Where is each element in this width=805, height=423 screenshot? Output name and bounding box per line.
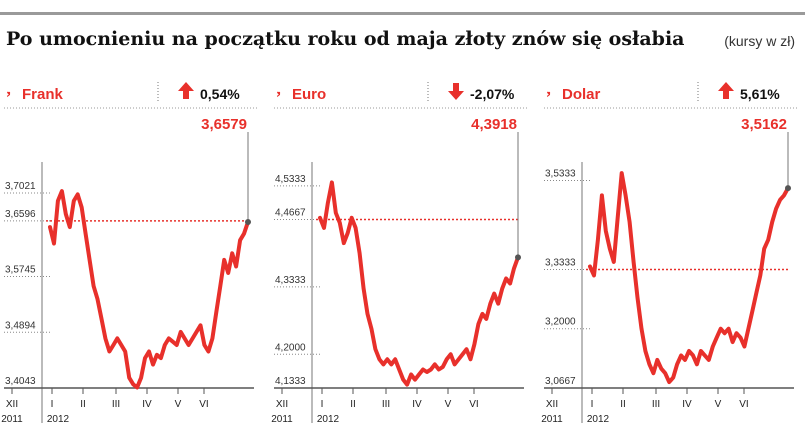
last-value-label: 3,6579 xyxy=(201,116,247,133)
x-tick-label: VI xyxy=(199,399,208,410)
series-line xyxy=(588,171,790,385)
x-tick-label: IV xyxy=(412,399,422,410)
x-tick-label: IV xyxy=(142,399,152,410)
y-tick-label: 3,4894 xyxy=(5,320,36,331)
y-tick-label: 3,4043 xyxy=(5,376,36,387)
chevron-right-icon: › xyxy=(6,87,11,101)
last-value-label: 4,3918 xyxy=(471,116,517,133)
last-value-label: 3,5162 xyxy=(741,116,787,133)
y-tick-label: 3,7021 xyxy=(5,181,36,192)
last-point xyxy=(785,185,791,192)
change-percent: 0,54% xyxy=(200,86,240,102)
x-tick-label: II xyxy=(350,399,356,410)
chevron-right-icon: › xyxy=(276,87,281,101)
chart-panel-frank: › Frank 0,54% 3,6579 3,4043 3,4894 3,5745 3,659… xyxy=(0,72,265,423)
x-tick-label: V xyxy=(445,399,452,410)
y-tick-label: 4,1333 xyxy=(275,376,306,387)
year-label: 2012 xyxy=(317,414,340,423)
x-tick-label: V xyxy=(175,399,182,410)
top-divider xyxy=(0,12,805,15)
chart-dolar: › Dolar 5,61% 3,5162 3,0667 3,2000 3,3333 3,533… xyxy=(541,82,798,423)
y-tick-label: 3,0667 xyxy=(545,376,576,387)
y-tick-label: 3,6596 xyxy=(5,209,36,220)
arrow-up-icon xyxy=(178,82,194,99)
y-tick-label: 3,5745 xyxy=(5,265,36,276)
chart-euro: › Euro -2,07% 4,3918 4,1333 4,2000 4,3333 4,466… xyxy=(271,82,528,423)
year-label: 2011 xyxy=(1,414,23,423)
x-tick-label: VI xyxy=(739,399,748,410)
x-tick-label: II xyxy=(80,399,86,410)
x-tick-label: III xyxy=(382,399,390,410)
y-tick-label: 4,5333 xyxy=(275,174,306,185)
last-point xyxy=(515,254,521,261)
x-tick-label: II xyxy=(620,399,626,410)
change-percent: -2,07% xyxy=(470,86,515,102)
last-point xyxy=(245,218,251,225)
year-label: 2012 xyxy=(587,414,610,423)
series-line xyxy=(48,189,250,390)
y-tick-label: 3,5333 xyxy=(545,169,576,180)
x-tick-label: XII xyxy=(546,399,558,410)
chart-panel-dolar: › Dolar 5,61% 3,5162 3,0667 3,2000 3,3333 3,533… xyxy=(540,72,805,423)
y-tick-label: 3,3333 xyxy=(545,257,576,268)
x-tick-label: III xyxy=(112,399,120,410)
series-name: Dolar xyxy=(562,86,601,103)
x-tick-label: XII xyxy=(6,399,18,410)
y-tick-label: 4,2000 xyxy=(275,342,306,353)
year-label: 2011 xyxy=(271,414,293,423)
x-tick-label: IV xyxy=(682,399,692,410)
x-tick-label: I xyxy=(51,399,54,410)
year-label: 2011 xyxy=(541,414,563,423)
change-percent: 5,61% xyxy=(740,86,780,102)
arrow-down-icon xyxy=(448,83,464,100)
series-name: Frank xyxy=(22,86,64,103)
x-tick-label: VI xyxy=(469,399,478,410)
series-name: Euro xyxy=(292,86,326,103)
x-tick-label: XII xyxy=(276,399,288,410)
units-note: (kursy w zł) xyxy=(724,33,795,49)
arrow-up-icon xyxy=(718,82,734,99)
chart-panel-euro: › Euro -2,07% 4,3918 4,1333 4,2000 4,3333 4,466… xyxy=(270,72,535,423)
x-tick-label: V xyxy=(715,399,722,410)
page-title: Po umocnieniu na początku roku od maja z… xyxy=(6,28,685,50)
series-line xyxy=(318,180,520,387)
x-tick-label: I xyxy=(591,399,594,410)
year-label: 2012 xyxy=(47,414,70,423)
chevron-right-icon: › xyxy=(546,87,551,101)
y-tick-label: 4,4667 xyxy=(275,207,306,218)
chart-frank: › Frank 0,54% 3,6579 3,4043 3,4894 3,5745 3,659… xyxy=(1,82,258,423)
y-tick-label: 3,2000 xyxy=(545,317,576,328)
x-tick-label: I xyxy=(321,399,324,410)
y-tick-label: 4,3333 xyxy=(275,275,306,286)
x-tick-label: III xyxy=(652,399,660,410)
